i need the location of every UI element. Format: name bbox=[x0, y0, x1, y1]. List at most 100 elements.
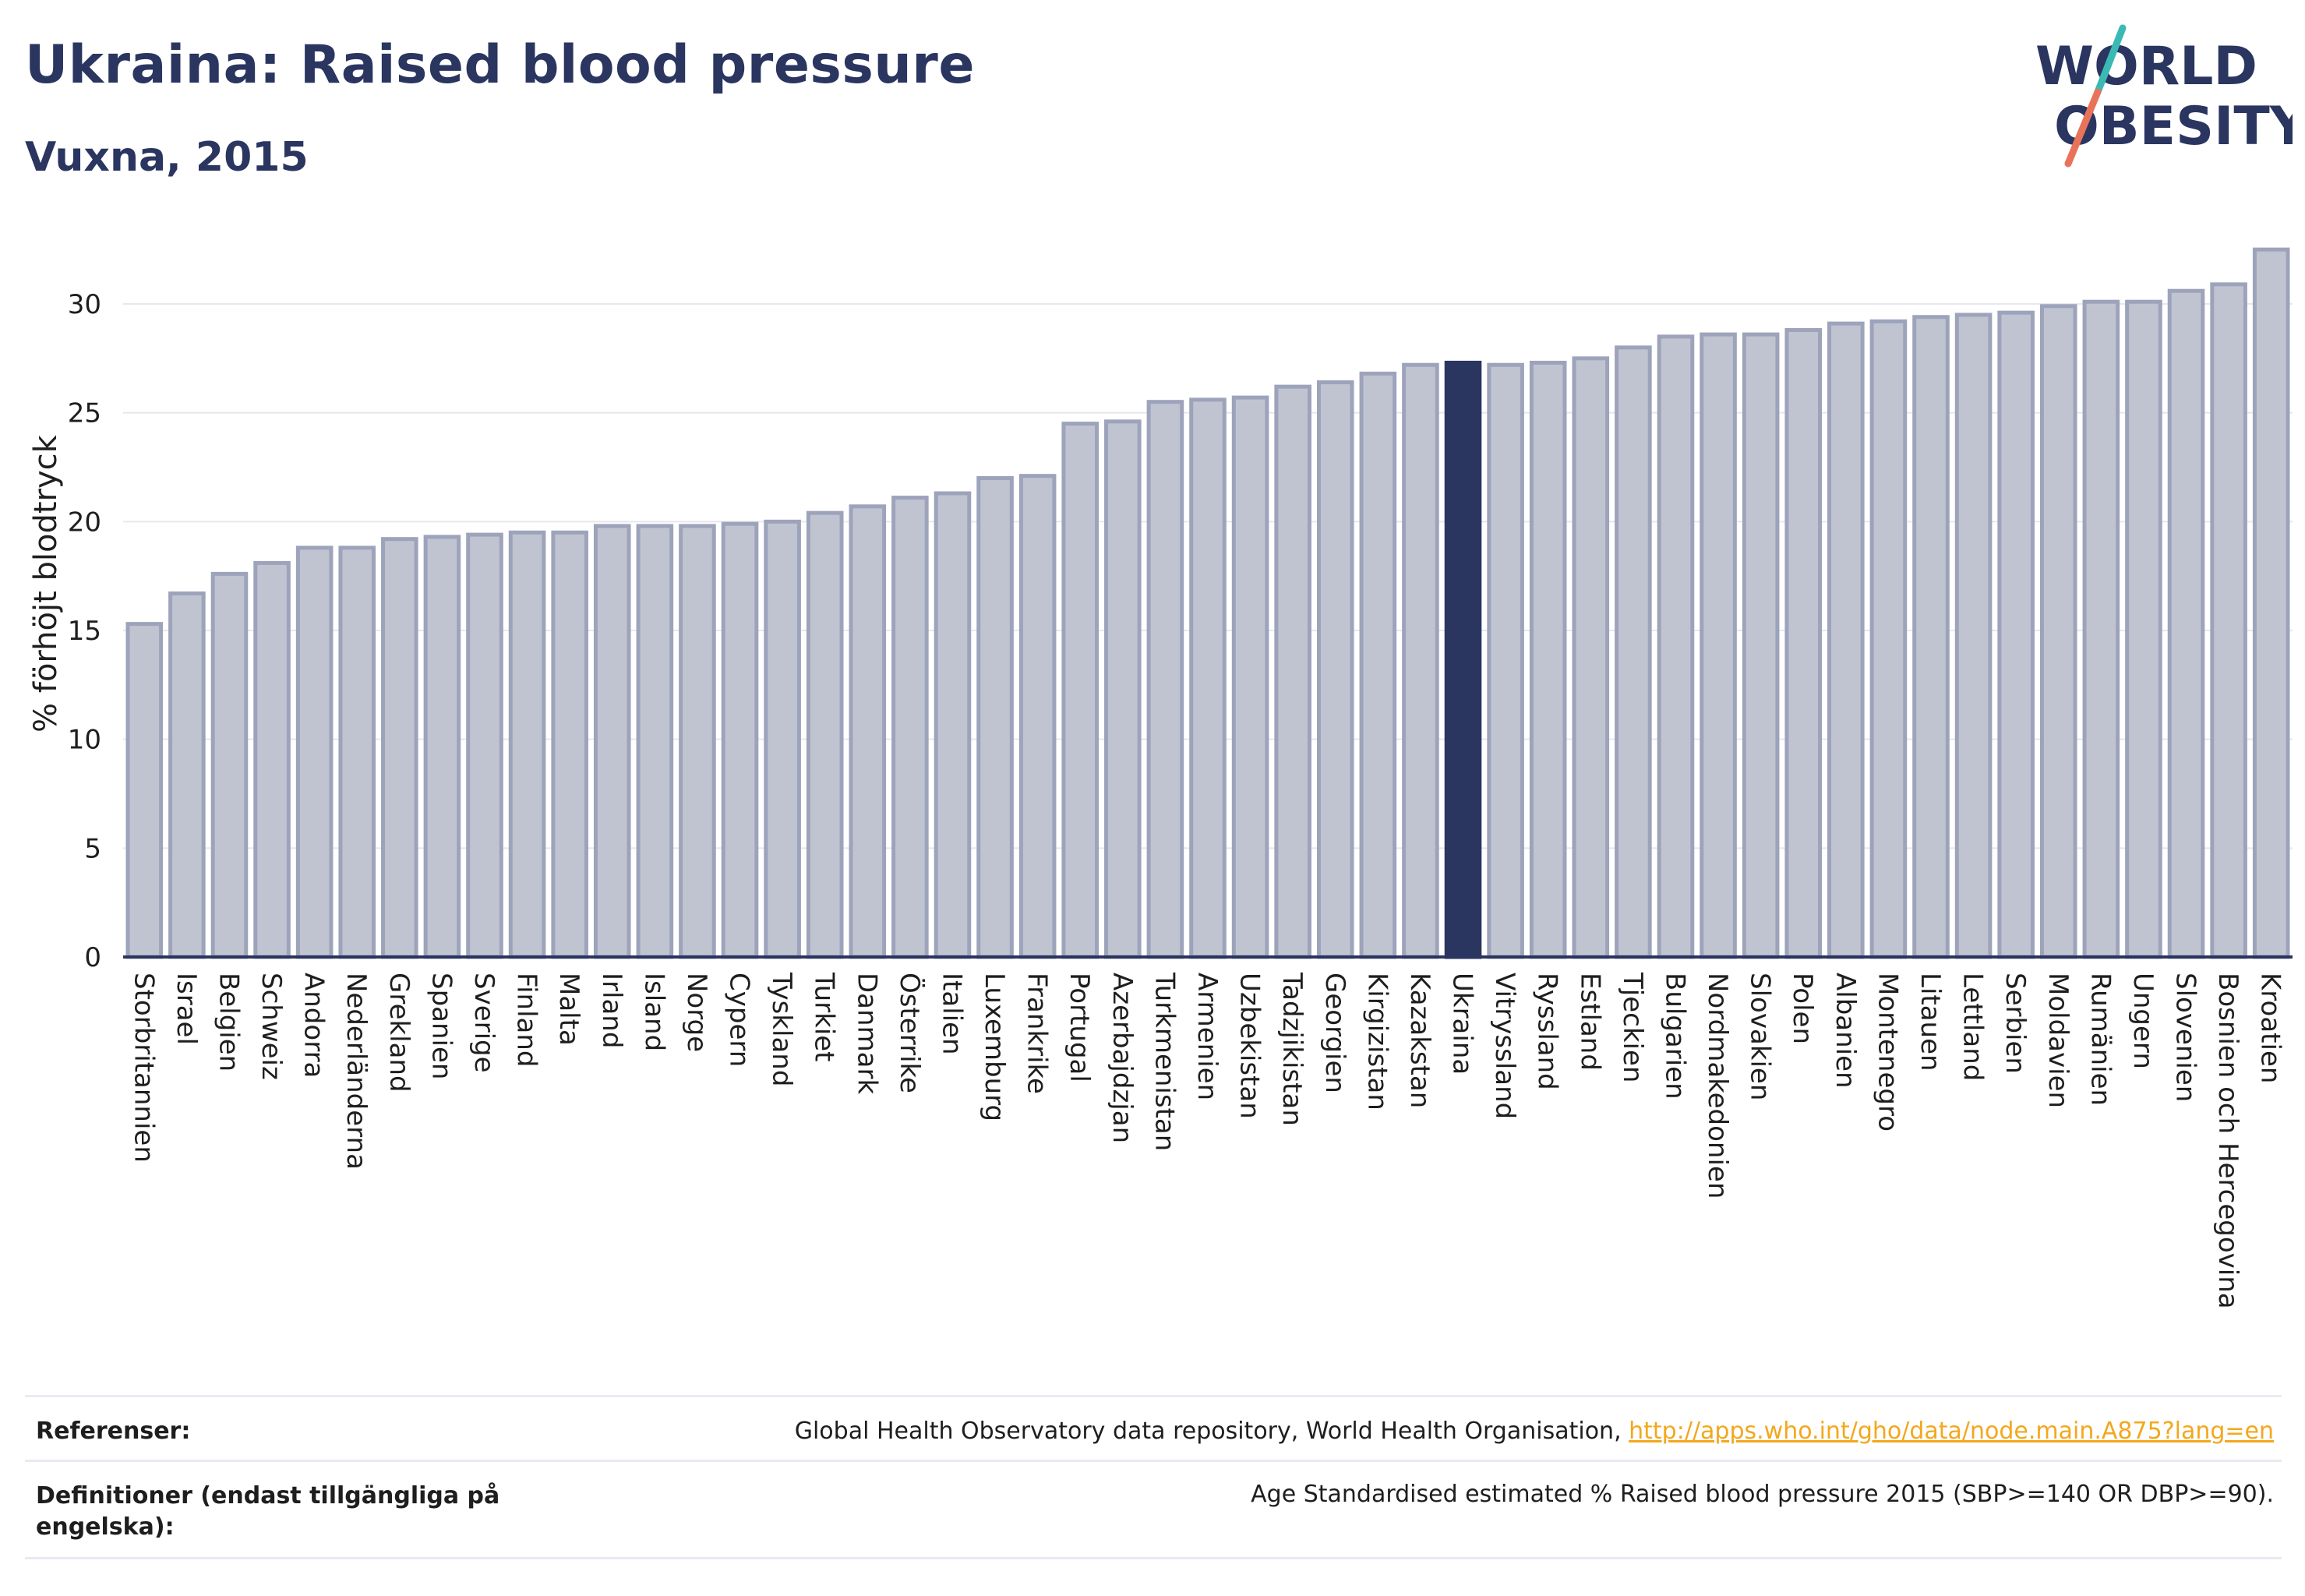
logo-text-world: WORLD bbox=[2035, 36, 2257, 97]
bar bbox=[1061, 422, 1100, 959]
x-tick-label: Turkiet bbox=[809, 972, 840, 1062]
x-tick-label: Kirgizistan bbox=[1361, 973, 1393, 1110]
bar bbox=[1742, 332, 1780, 959]
x-tick-label: Tyskland bbox=[766, 972, 797, 1086]
world-obesity-logo: WORLD OBESITY bbox=[2035, 24, 2293, 168]
x-tick-label: Turkmenistan bbox=[1149, 972, 1180, 1151]
x-tick-label: Grekland bbox=[383, 973, 415, 1093]
bar bbox=[679, 524, 716, 959]
bar bbox=[1700, 332, 1737, 959]
definitions-label: Definitioner (endast tillgängliga på enge… bbox=[36, 1481, 499, 1543]
bar bbox=[2125, 299, 2162, 959]
y-axis-ticks: 0 5 10 15 20 25 30 bbox=[68, 289, 101, 973]
x-tick-label: Island bbox=[638, 973, 669, 1051]
x-tick-label: Portugal bbox=[1064, 973, 1095, 1082]
x-tick-label: Italien bbox=[936, 973, 967, 1055]
chart-title: Ukraina: Raised blood pressure bbox=[25, 34, 975, 96]
bar bbox=[934, 491, 972, 959]
bar bbox=[891, 496, 929, 959]
bar bbox=[1402, 362, 1439, 959]
bar bbox=[508, 530, 546, 959]
references-text: Global Health Observatory data repositor… bbox=[794, 1418, 1629, 1445]
x-tick-label: Slovakien bbox=[1745, 973, 1776, 1100]
y-tick-label: 15 bbox=[68, 616, 101, 647]
bar bbox=[1615, 345, 1652, 959]
bar bbox=[338, 546, 376, 959]
bar bbox=[2082, 299, 2120, 959]
bar bbox=[381, 537, 418, 959]
bar bbox=[1359, 371, 1397, 959]
bar bbox=[1912, 315, 1950, 959]
x-tick-label: Ryssland bbox=[1532, 973, 1563, 1090]
bar bbox=[551, 530, 588, 959]
bar bbox=[1954, 312, 1993, 959]
x-tick-label: Luxemburg bbox=[979, 973, 1010, 1121]
x-tick-label: Finland bbox=[511, 973, 542, 1068]
bar bbox=[1657, 334, 1695, 959]
x-tick-label: Frankrike bbox=[1022, 973, 1053, 1094]
x-tick-label: Armenien bbox=[1191, 973, 1223, 1100]
definitions-text: Age Standardised estimated % Raised bloo… bbox=[1251, 1481, 2274, 1508]
bar bbox=[721, 521, 759, 959]
bar bbox=[253, 560, 291, 959]
bar bbox=[2039, 304, 2077, 959]
y-tick-label: 25 bbox=[68, 398, 101, 429]
x-tick-label: Ukraina bbox=[1447, 973, 1478, 1075]
x-tick-label: Kroatien bbox=[2255, 973, 2286, 1083]
x-tick-label: Ungern bbox=[2127, 973, 2159, 1069]
bar bbox=[1231, 395, 1269, 959]
x-tick-label: Nederländerna bbox=[341, 973, 372, 1170]
x-tick-label: Belgien bbox=[213, 973, 244, 1072]
x-tick-label: Lettland bbox=[1957, 973, 1989, 1081]
definitions-label-line1: Definitioner (endast tillgängliga på bbox=[36, 1482, 500, 1509]
definitions-row: Definitioner (endast tillgängliga på enge… bbox=[25, 1460, 2282, 1559]
x-tick-label: Kazakstan bbox=[1404, 973, 1435, 1108]
references-label: Referenser: bbox=[36, 1418, 191, 1445]
bar bbox=[1572, 356, 1610, 959]
x-tick-label: Malta bbox=[553, 973, 584, 1046]
x-tick-label: Uzbekistan bbox=[1234, 973, 1265, 1119]
bar bbox=[295, 546, 334, 959]
y-tick-label: 0 bbox=[84, 942, 101, 973]
x-tick-label: Polen bbox=[1787, 973, 1818, 1044]
x-tick-label: Schweiz bbox=[256, 973, 287, 1080]
bar bbox=[806, 510, 844, 959]
bar bbox=[1316, 380, 1354, 959]
logo-slash-teal bbox=[2094, 24, 2127, 96]
references-value: Global Health Observatory data repositor… bbox=[795, 1418, 2274, 1445]
bar bbox=[423, 535, 461, 959]
x-tick-label: Rumänien bbox=[2084, 973, 2116, 1106]
x-tick-label: Cypern bbox=[724, 973, 755, 1067]
y-tick-label: 10 bbox=[68, 725, 101, 756]
bar bbox=[2252, 247, 2290, 959]
bar bbox=[1869, 319, 1908, 959]
bar bbox=[1018, 474, 1057, 959]
bar bbox=[1146, 400, 1184, 959]
bar bbox=[976, 475, 1014, 959]
bar bbox=[593, 524, 631, 959]
x-tick-label: Sverige bbox=[468, 973, 499, 1073]
x-tick-label: Estland bbox=[1574, 973, 1605, 1071]
logo-slash-coral bbox=[2064, 88, 2102, 168]
footer: Referenser: Global Health Observatory da… bbox=[25, 1395, 2282, 1559]
bar bbox=[2210, 282, 2247, 959]
bar bbox=[764, 519, 801, 959]
x-axis-labels: Storbritannien Israel Belgien Schweiz Andorr… bbox=[128, 972, 2286, 1309]
y-tick-label: 30 bbox=[68, 289, 101, 320]
references-link[interactable]: http://apps.who.int/gho/data/node.main.A… bbox=[1629, 1418, 2274, 1445]
bar bbox=[1104, 419, 1142, 959]
x-tick-label: Slovenien bbox=[2170, 973, 2201, 1102]
bar bbox=[849, 504, 887, 959]
x-tick-label: Tadzjikistan bbox=[1276, 972, 1308, 1126]
x-tick-label: Tjeckien bbox=[1617, 972, 1648, 1082]
bar bbox=[2167, 288, 2205, 959]
x-tick-label: Montenegro bbox=[1872, 973, 1903, 1132]
x-tick-label: Norge bbox=[681, 973, 712, 1052]
bar bbox=[1189, 397, 1227, 959]
bar bbox=[1274, 384, 1311, 959]
bar bbox=[168, 591, 206, 959]
x-tick-label: Storbritannien bbox=[128, 973, 159, 1163]
bar bbox=[1529, 360, 1567, 959]
bar bbox=[1784, 328, 1823, 959]
x-tick-label: Irland bbox=[596, 973, 627, 1048]
